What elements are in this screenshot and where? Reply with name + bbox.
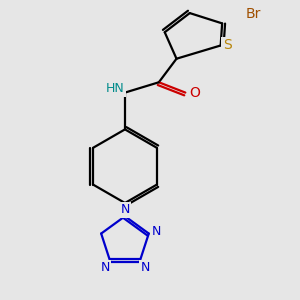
Text: HN: HN [106,82,125,95]
Text: N: N [152,225,161,238]
Text: N: N [100,261,110,274]
Text: Br: Br [245,7,261,21]
Text: O: O [189,85,200,100]
Text: N: N [140,261,150,274]
Text: S: S [223,38,232,52]
Text: N: N [120,203,130,216]
